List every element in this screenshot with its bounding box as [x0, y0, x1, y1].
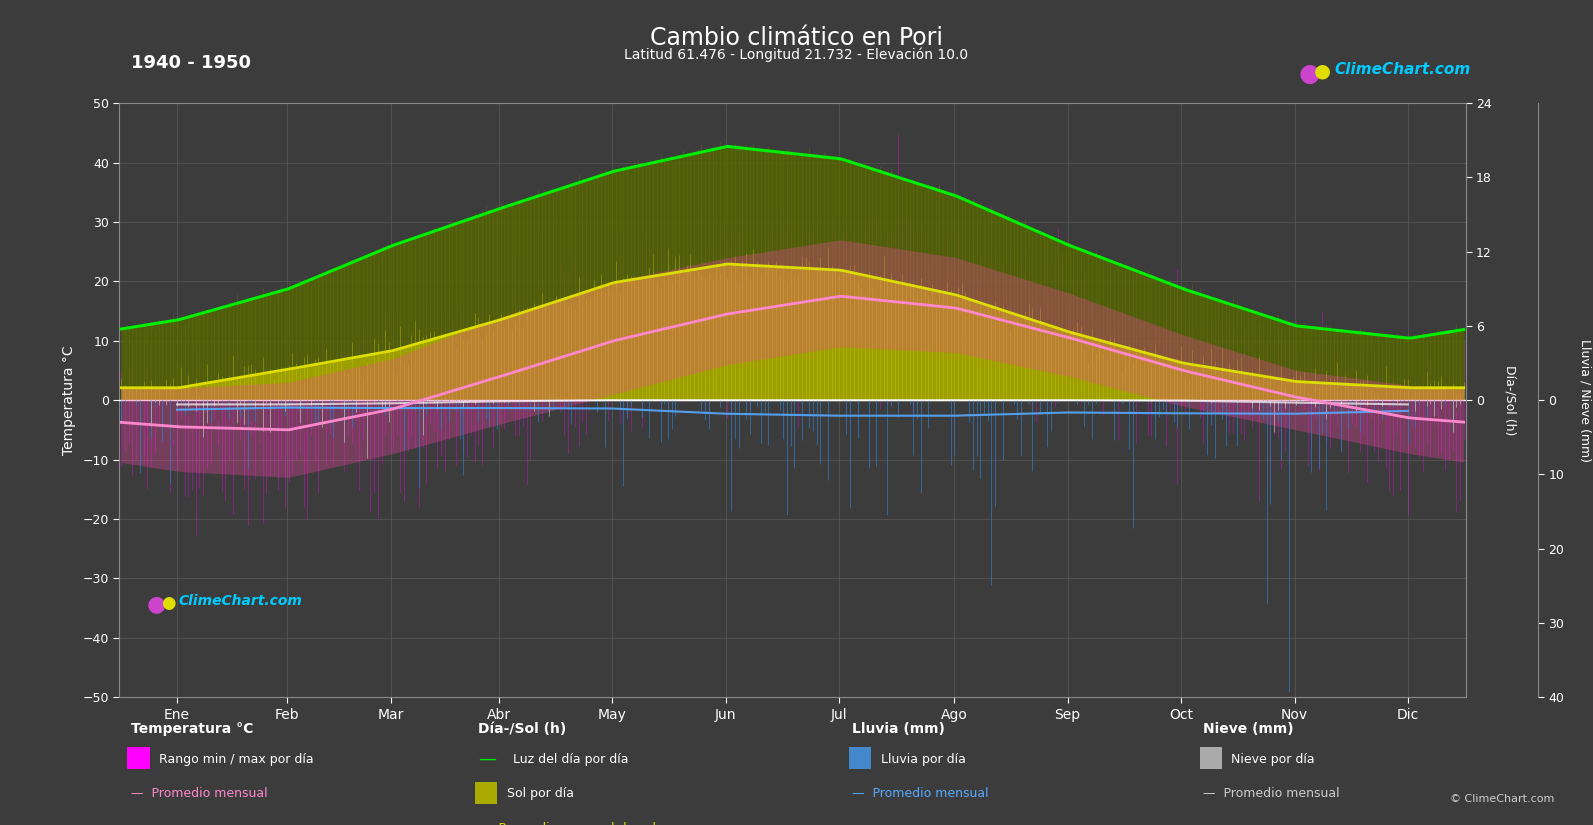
- Text: ●: ●: [1298, 62, 1321, 86]
- Text: Día-/Sol (h): Día-/Sol (h): [478, 722, 566, 736]
- Text: —  Promedio mensual de sol: — Promedio mensual de sol: [478, 822, 656, 825]
- Y-axis label: Día-/Sol (h): Día-/Sol (h): [1504, 365, 1517, 436]
- Text: —  Promedio mensual: — Promedio mensual: [131, 787, 268, 800]
- Text: —  Promedio mensual: — Promedio mensual: [1203, 787, 1340, 800]
- Text: Lluvia por día: Lluvia por día: [881, 752, 965, 766]
- Y-axis label: Lluvia / Nieve (mm): Lluvia / Nieve (mm): [1579, 338, 1591, 462]
- Text: Temperatura °C: Temperatura °C: [131, 722, 253, 736]
- Text: Sol por día: Sol por día: [507, 787, 573, 800]
- Text: ●: ●: [161, 594, 175, 612]
- Text: 1940 - 1950: 1940 - 1950: [131, 54, 250, 72]
- Text: ClimeChart.com: ClimeChart.com: [1335, 62, 1472, 77]
- Text: Nieve (mm): Nieve (mm): [1203, 722, 1294, 736]
- Text: Nieve por día: Nieve por día: [1231, 752, 1314, 766]
- Text: Rango min / max por día: Rango min / max por día: [159, 752, 314, 766]
- Text: —  Promedio mensual: — Promedio mensual: [852, 787, 989, 800]
- Text: Luz del día por día: Luz del día por día: [513, 752, 629, 766]
- Text: ●: ●: [147, 594, 166, 614]
- Text: ClimeChart.com: ClimeChart.com: [178, 594, 303, 608]
- Text: Latitud 61.476 - Longitud 21.732 - Elevación 10.0: Latitud 61.476 - Longitud 21.732 - Eleva…: [624, 48, 969, 63]
- Text: Cambio climático en Pori: Cambio climático en Pori: [650, 26, 943, 50]
- Text: —: —: [478, 750, 495, 768]
- Text: Lluvia (mm): Lluvia (mm): [852, 722, 945, 736]
- Y-axis label: Temperatura °C: Temperatura °C: [62, 346, 75, 455]
- Text: ●: ●: [1314, 62, 1332, 81]
- Text: © ClimeChart.com: © ClimeChart.com: [1450, 794, 1555, 804]
